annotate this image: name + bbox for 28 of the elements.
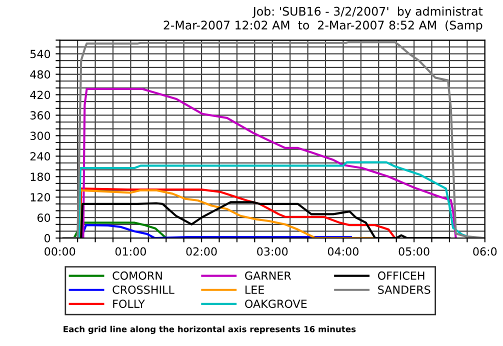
y-tick-label: 0 [44,234,50,242]
text: Each grid line along the horizontal axis represents 16 minutes [64,326,356,334]
legend-label: OFFICEH [378,271,424,280]
legend-label: SANDERS [378,286,430,294]
legend-label: OAKGROVE [245,300,307,308]
x-tick-label: 03:00 [257,247,288,256]
x-tick-label: 00:00 [44,247,76,256]
chart-subtitle: 2-Mar-2007 12:02 AM to 2-Mar-2007 8:52 AM (Samp [164,20,482,32]
legend-label: FOLLY [113,300,145,308]
chart-title: Job: 'SUB16 - 3/2/2007' by administrat [252,6,483,18]
x-tick-label: 02:00 [186,247,217,256]
x-tick-label: 06:0 [473,247,497,256]
legend-label: LEE [246,286,264,294]
x-tick-label: 04:00 [328,247,358,256]
y-tick-label: 540 [30,50,50,58]
y-tick-label: 300 [30,132,50,140]
x-tick-label: 05:00 [398,247,430,256]
x-tick-label: 01:00 [115,247,146,256]
y-tick-label: 480 [30,70,50,79]
y-tick-label: 180 [30,172,50,182]
y-tick-label: 120 [30,193,50,202]
y-tick-label: 60 [37,214,50,222]
legend-label: COMORN [112,271,162,280]
legend-label: CROSSHILL [112,286,174,294]
y-tick-label: 240 [30,152,50,161]
y-tick-label: 420 [30,90,50,100]
y-tick-label: 360 [30,111,50,120]
legend-label: GARNER [245,271,292,280]
